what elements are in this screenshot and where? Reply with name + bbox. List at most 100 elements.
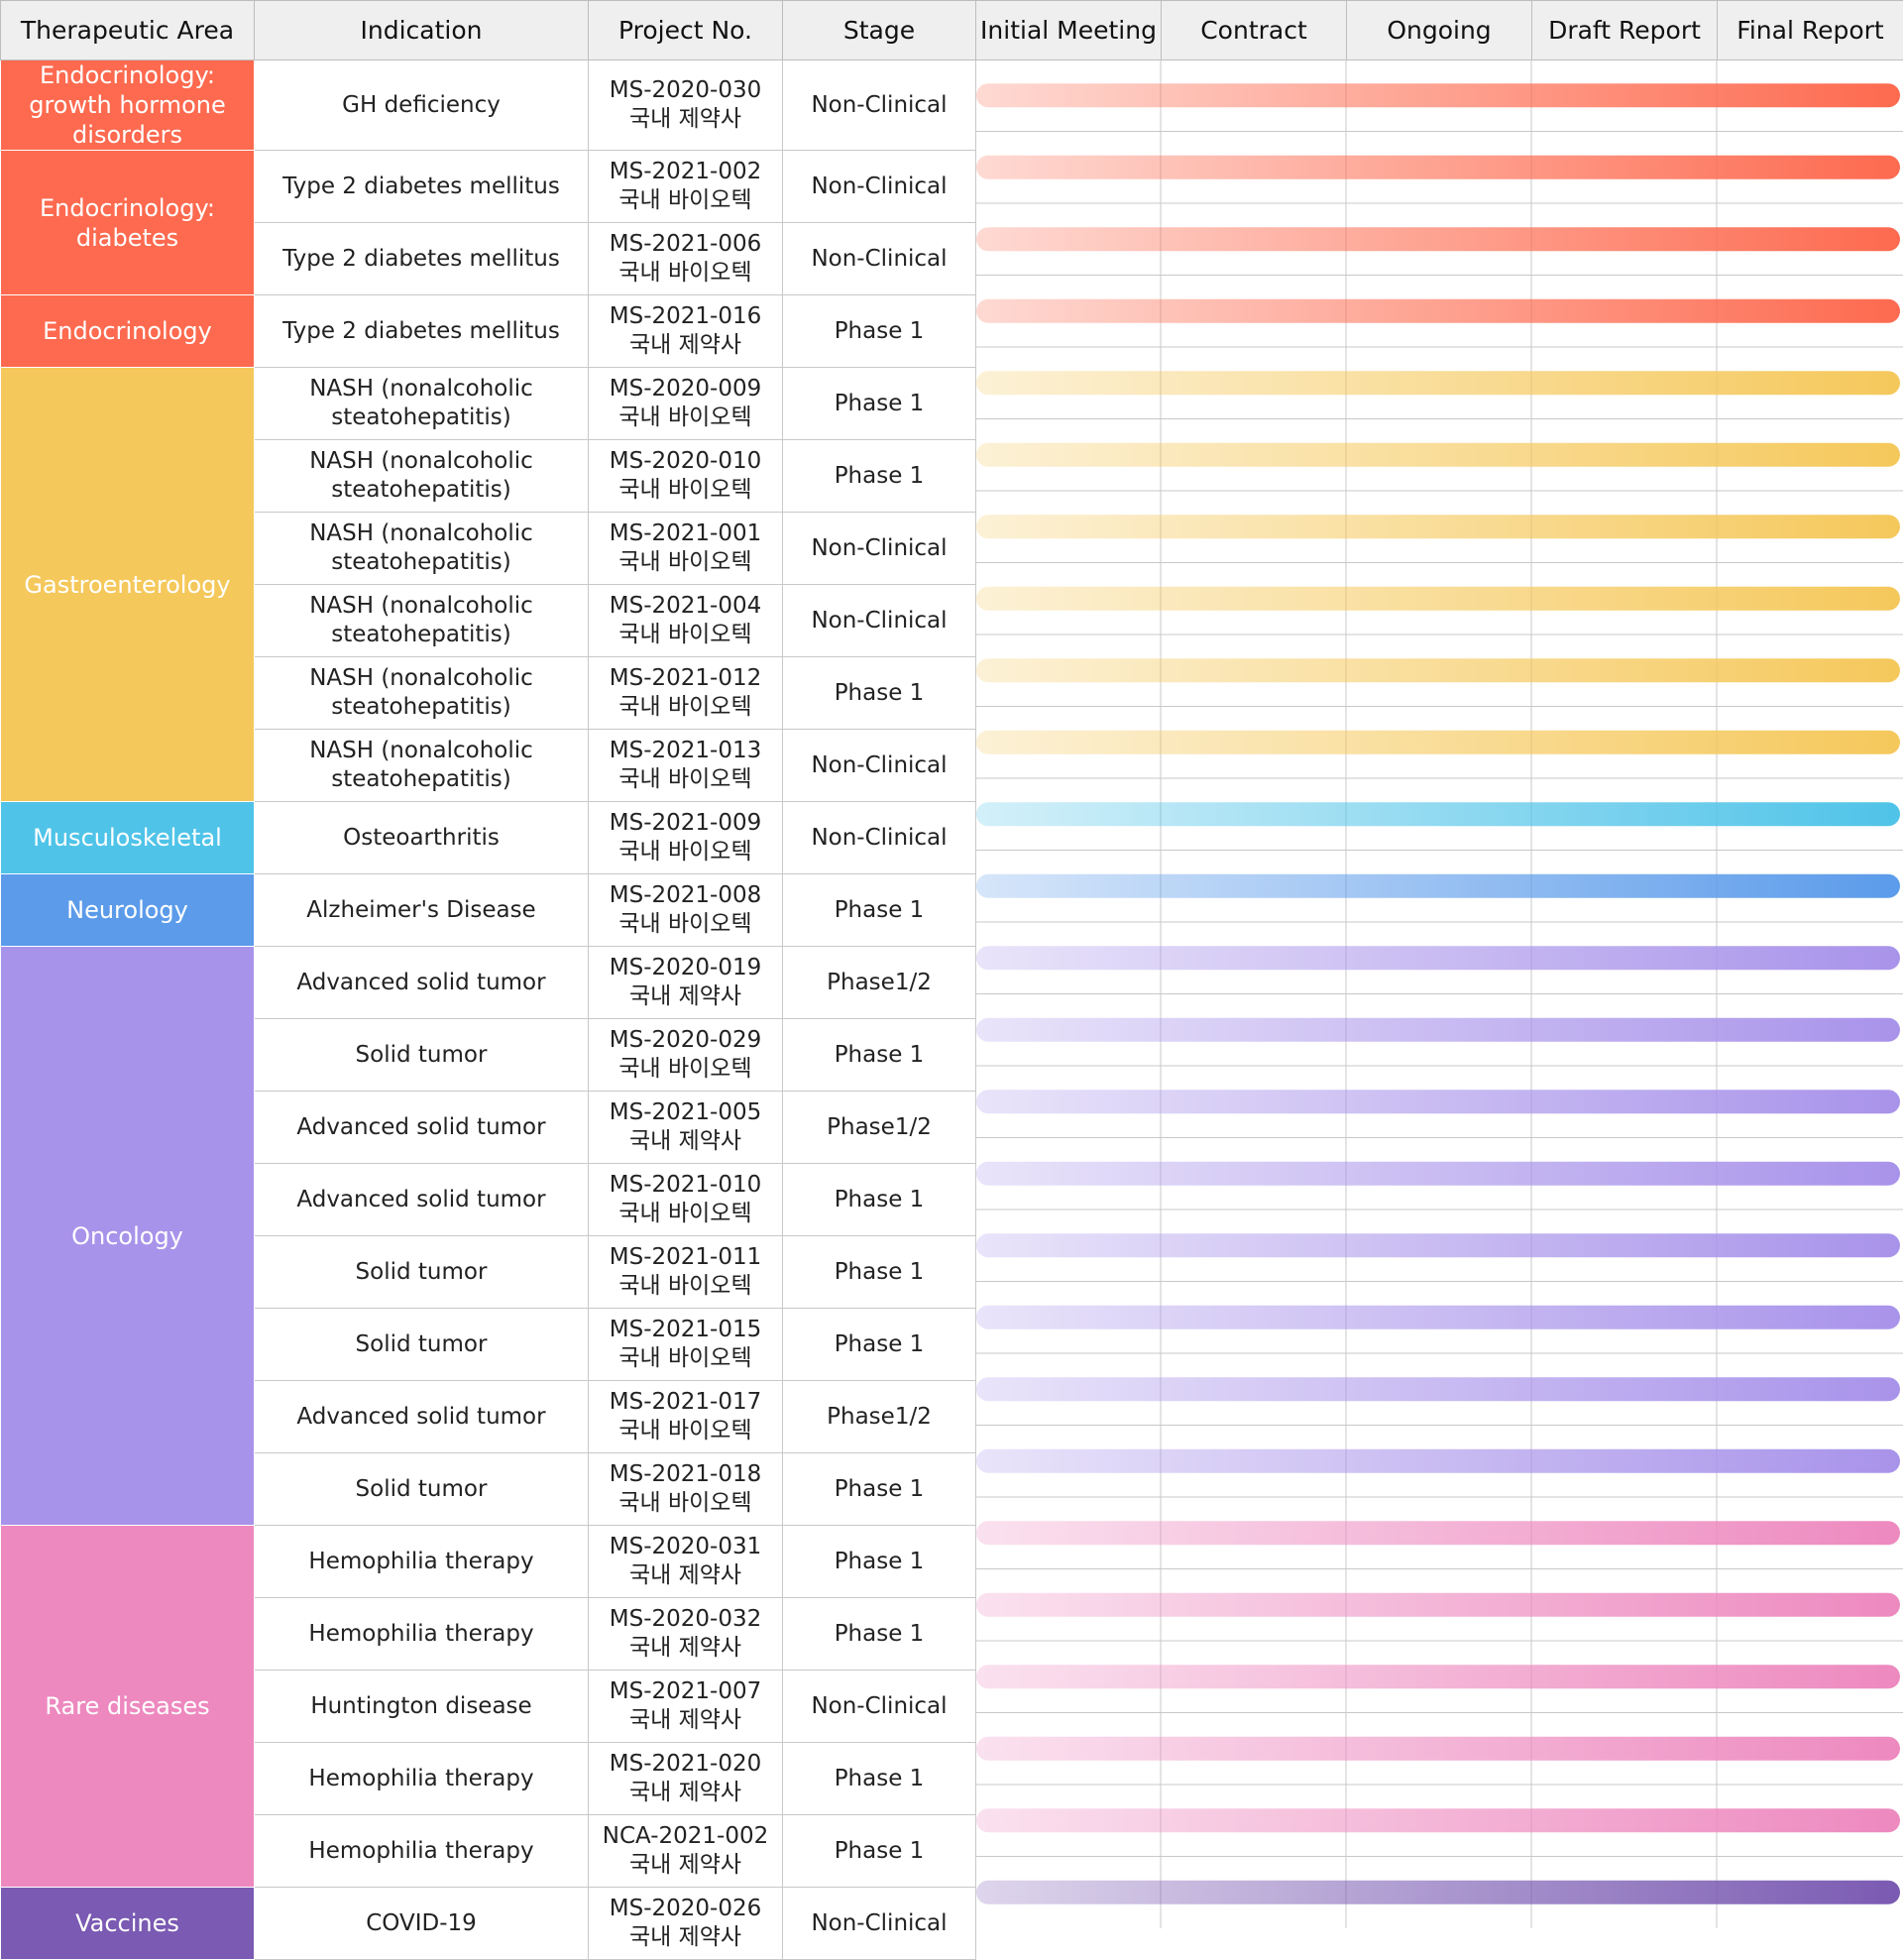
phase-cell — [1347, 1888, 1532, 1960]
phase-cell — [1162, 1236, 1347, 1309]
phase-cell — [976, 1815, 1162, 1888]
project-number: MS-2021-011 — [589, 1243, 782, 1272]
phase-cell — [1162, 1164, 1347, 1236]
phase-cell — [1718, 1671, 1903, 1743]
project-number: MS-2020-009 — [589, 375, 782, 404]
phase-cell — [976, 1453, 1162, 1526]
phase-cell — [1532, 60, 1718, 151]
stage-cell: Phase1/2 — [783, 947, 976, 1019]
project-number: MS-2020-029 — [589, 1026, 782, 1055]
phase-cell — [976, 1526, 1162, 1598]
phase-cell — [1347, 513, 1532, 585]
phase-cell — [976, 657, 1162, 730]
phase-cell — [1347, 947, 1532, 1019]
indication-cell: GH deficiency — [255, 60, 589, 151]
phase-cell — [1347, 368, 1532, 440]
table-row: NASH (nonalcoholic steatohepatitis)MS-20… — [1, 513, 1903, 585]
phase-cell — [1532, 585, 1718, 657]
stage-cell: Phase 1 — [783, 1164, 976, 1236]
therapeutic-area-cell: Vaccines — [1, 1888, 255, 1960]
stage-cell: Non-Clinical — [783, 730, 976, 802]
phase-cell — [1532, 295, 1718, 368]
phase-cell — [1347, 1019, 1532, 1092]
phase-cell — [1718, 657, 1903, 730]
stage-cell: Phase 1 — [783, 1815, 976, 1888]
indication-cell: Solid tumor — [255, 1236, 589, 1309]
phase-cell — [1532, 1815, 1718, 1888]
phase-cell — [1532, 1236, 1718, 1309]
sponsor-label: 국내 바이오텍 — [589, 548, 782, 577]
project-number: MS-2021-008 — [589, 881, 782, 910]
stage-cell: Phase1/2 — [783, 1381, 976, 1453]
project-number: MS-2021-004 — [589, 592, 782, 621]
phase-cell — [1718, 1888, 1903, 1960]
phase-cell — [976, 1019, 1162, 1092]
table-row: NASH (nonalcoholic steatohepatitis)MS-20… — [1, 730, 1903, 802]
indication-cell: Solid tumor — [255, 1453, 589, 1526]
phase-cell — [1162, 874, 1347, 947]
project-number: MS-2021-012 — [589, 664, 782, 693]
phase-cell — [1532, 1381, 1718, 1453]
sponsor-label: 국내 바이오텍 — [589, 476, 782, 505]
project-number: MS-2020-010 — [589, 447, 782, 476]
phase-cell — [976, 947, 1162, 1019]
stage-cell: Phase 1 — [783, 874, 976, 947]
stage-cell: Non-Clinical — [783, 223, 976, 295]
phase-cell — [976, 513, 1162, 585]
sponsor-label: 국내 바이오텍 — [589, 404, 782, 432]
phase-cell — [1532, 1598, 1718, 1671]
indication-cell: Advanced solid tumor — [255, 1164, 589, 1236]
phase-cell — [1532, 440, 1718, 513]
sponsor-label: 국내 제약사 — [589, 1923, 782, 1952]
phase-cell — [1162, 1019, 1347, 1092]
table-row: NASH (nonalcoholic steatohepatitis)MS-20… — [1, 657, 1903, 730]
phase-cell — [1162, 368, 1347, 440]
phase-cell — [1347, 657, 1532, 730]
indication-cell: Type 2 diabetes mellitus — [255, 295, 589, 368]
indication-cell: Huntington disease — [255, 1671, 589, 1743]
phase-cell — [976, 1236, 1162, 1309]
indication-cell: Solid tumor — [255, 1309, 589, 1381]
stage-cell: Phase 1 — [783, 295, 976, 368]
phase-cell — [976, 223, 1162, 295]
phase-cell — [1718, 1815, 1903, 1888]
sponsor-label: 국내 바이오텍 — [589, 1272, 782, 1301]
project-number: MS-2020-019 — [589, 954, 782, 982]
project-number: MS-2021-002 — [589, 158, 782, 186]
phase-cell — [1347, 1671, 1532, 1743]
indication-cell: Type 2 diabetes mellitus — [255, 223, 589, 295]
sponsor-label: 국내 제약사 — [589, 105, 782, 134]
phase-cell — [1162, 223, 1347, 295]
project-number: MS-2021-007 — [589, 1677, 782, 1706]
header-therapeutic-area: Therapeutic Area — [1, 1, 255, 60]
sponsor-label: 국내 바이오텍 — [589, 1055, 782, 1084]
stage-cell: Non-Clinical — [783, 1671, 976, 1743]
phase-cell — [1162, 1671, 1347, 1743]
therapeutic-area-cell: Endocrinology — [1, 295, 255, 368]
phase-cell — [1347, 730, 1532, 802]
sponsor-label: 국내 제약사 — [589, 1706, 782, 1735]
phase-cell — [1162, 802, 1347, 874]
phase-cell — [1347, 1815, 1532, 1888]
phase-cell — [1162, 1743, 1347, 1815]
indication-cell: Advanced solid tumor — [255, 1381, 589, 1453]
header-ongoing: Ongoing — [1347, 1, 1532, 60]
phase-cell — [976, 368, 1162, 440]
stage-cell: Non-Clinical — [783, 585, 976, 657]
phase-cell — [1532, 1092, 1718, 1164]
header-project-no: Project No. — [589, 1, 783, 60]
project-number: MS-2021-020 — [589, 1750, 782, 1779]
project-number: MS-2021-010 — [589, 1171, 782, 1200]
